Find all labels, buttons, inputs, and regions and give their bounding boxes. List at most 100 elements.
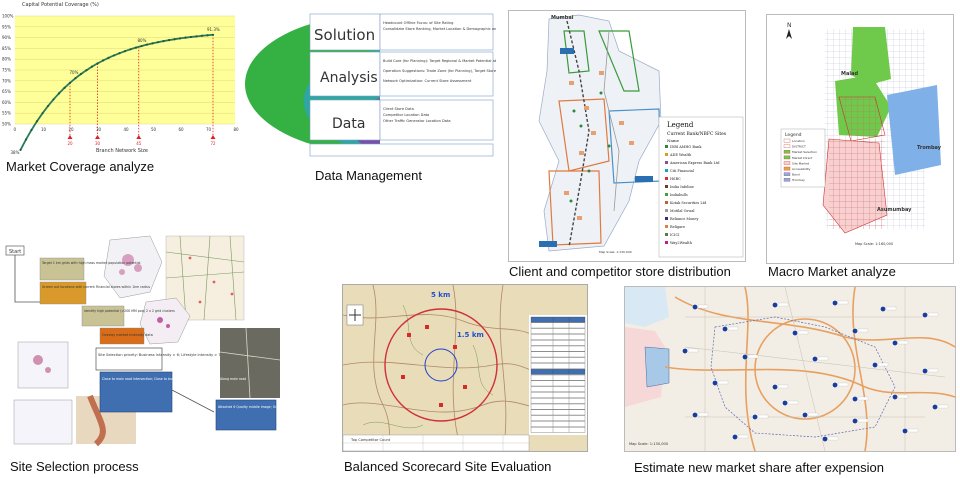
x-tick-labels: 0 10 20 30 40 50 60 70 80 <box>14 127 240 132</box>
legend-name-header: Name <box>667 138 680 143</box>
step-4: Overlay market intensity data <box>102 333 153 337</box>
label-asumumbay: Asumumbay <box>877 207 912 213</box>
curve-point <box>30 128 33 132</box>
store-marker <box>752 414 758 420</box>
legend-item: Indiabulls <box>670 193 688 197</box>
coverage-chart-svg: Capital Potential Coverage (%) 100% 95% 90… <box>2 2 240 155</box>
table-row <box>530 357 586 363</box>
radius-1-5km <box>424 348 458 382</box>
macro-legend-swatch <box>783 172 791 176</box>
legend-item: American Express Bank Ltd <box>669 161 720 165</box>
legend-item: HSBC <box>670 177 681 181</box>
curve-point <box>68 81 72 84</box>
table-row <box>530 386 586 392</box>
curve-point <box>107 56 110 59</box>
data-management-diagram: Solution Analysis Data Headcount Offline… <box>240 10 496 162</box>
data-note-1: Client Store Data <box>383 107 414 111</box>
caption-macro-market: Macro Market analyze <box>768 264 896 279</box>
curve-point <box>211 33 215 36</box>
curve-point <box>151 42 154 45</box>
store-marker <box>832 382 838 388</box>
marker-label: 45 <box>136 141 142 146</box>
curve-point <box>162 40 165 43</box>
store-marker <box>742 354 748 360</box>
macro-legend <box>780 128 826 188</box>
x-tick-label: 30 <box>96 127 102 132</box>
table-row <box>530 351 586 358</box>
table-row <box>530 316 586 323</box>
table-row <box>530 398 586 404</box>
curve-point <box>96 62 99 65</box>
store-distribution-map: Mumbai Legend Current Bank/NBFC Sites Na… <box>508 10 746 262</box>
legend-item: ICICI <box>670 233 680 237</box>
legend-item: Kotak Securities Ltd <box>670 201 707 205</box>
curve-point <box>140 44 143 48</box>
curve-point <box>178 37 182 40</box>
y-tick-label: 95% <box>2 24 11 29</box>
scorecard-evaluation: 5 km 1.5 km Top Competitor Count <box>342 284 588 452</box>
x-tick-label: 10 <box>41 127 47 132</box>
site-selection-svg: Start Target 1 km grids with high mass m… <box>5 235 300 447</box>
legend-swatch <box>665 233 668 236</box>
table-row <box>530 334 586 340</box>
curve-point <box>41 112 44 115</box>
curve-point <box>112 54 116 57</box>
legend-item: Way2Wealth <box>670 241 693 245</box>
curve-point <box>57 92 61 95</box>
store-marker <box>822 436 828 442</box>
curve-annotations: 38% 70% 80% 91.3% <box>11 27 220 155</box>
data-layers-svg: Solution Analysis Data Headcount Offline… <box>245 13 496 157</box>
legend-item: Reliance Money <box>670 217 698 221</box>
macro-legend-swatch <box>783 144 791 148</box>
caption-site-selection: Site Selection process <box>10 459 139 474</box>
y-tick-label: 85% <box>2 46 11 51</box>
curve-point <box>24 138 28 141</box>
table-row <box>530 369 586 375</box>
store-marker <box>732 434 738 440</box>
label-1-5km: 1.5 km <box>457 331 484 339</box>
x-tick-label: 80 <box>234 127 240 132</box>
store-marker <box>772 302 778 308</box>
marker-triangle <box>210 135 216 139</box>
marker-triangle <box>136 135 142 139</box>
macro-legend-swatch <box>783 138 791 143</box>
y-tick-label: 80% <box>2 57 11 62</box>
store-marker <box>902 428 908 434</box>
curve-point <box>184 36 187 39</box>
y-axis-label: Capital Potential Coverage (%) <box>22 2 99 8</box>
store-marker <box>712 380 718 386</box>
analysis-note-3: Network Optimization: Current Store Asse… <box>383 79 472 83</box>
y-tick-labels: 100% 95% 90% 85% 80% 75% 70% 65% 60% 55% 50% <box>2 14 14 127</box>
table-row <box>530 363 586 369</box>
north-arrow-icon <box>786 29 792 39</box>
curve-annotation: 38% <box>11 150 20 155</box>
macro-legend-swatch <box>783 150 791 154</box>
market-share-map: Map Scale: 1:130,000 <box>624 286 956 452</box>
curve-point <box>129 48 132 51</box>
curve-point <box>46 104 50 108</box>
table-row <box>530 345 586 352</box>
table-row <box>530 380 586 387</box>
legend-swatch <box>665 241 668 244</box>
label-5km: 5 km <box>431 291 450 299</box>
store-marker <box>922 368 928 374</box>
y-tick-label: 75% <box>2 68 11 73</box>
x-tick-label: 20 <box>69 127 75 132</box>
legend-item: Motilal Oswal <box>670 209 695 213</box>
map-scale: Map Scale: 1:130,000 <box>599 250 632 254</box>
curve-point <box>74 77 77 80</box>
store-map-svg: Mumbai Legend Current Bank/NBFC Sites Na… <box>538 14 744 258</box>
map-city-label: Mumbai <box>551 15 574 21</box>
scorecard-table <box>530 316 586 433</box>
macro-legend-swatch <box>783 155 791 160</box>
marker-label: 30 <box>95 141 101 146</box>
label-trombay: Trombay <box>917 145 942 151</box>
legend-subtitle: Current Bank/NBFC Sites <box>667 131 727 137</box>
x-tick-label: 50 <box>151 127 157 132</box>
macro-map-scale: Map Scale: 1:160,000 <box>855 242 893 246</box>
macro-legend-item: Market Direct <box>792 156 813 160</box>
curve-point <box>101 59 105 62</box>
store-marker <box>922 312 928 318</box>
legend-swatch <box>665 177 668 180</box>
store-marker <box>852 396 858 402</box>
